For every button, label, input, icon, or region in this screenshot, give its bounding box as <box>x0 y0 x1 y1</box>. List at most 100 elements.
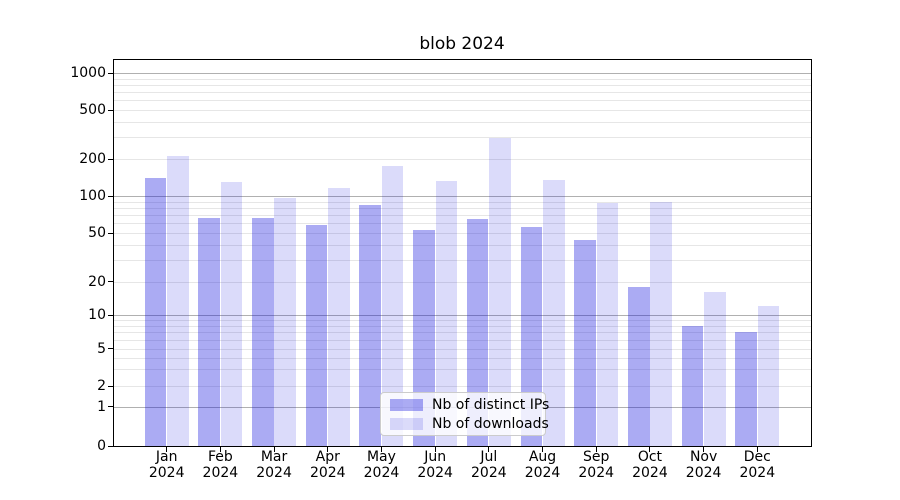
gridline-minor-3 <box>113 369 811 371</box>
bar-oct-distinct-ips <box>627 286 650 446</box>
bar-aug-distinct-ips <box>520 227 543 446</box>
y-tick-label-100: 100 <box>79 188 106 204</box>
x-tick-label-sep: Sep 2024 <box>578 449 615 481</box>
legend-item-distinct-ips: Nb of distinct IPs <box>390 397 549 413</box>
y-tick-200 <box>108 158 113 160</box>
chart-title: blob 2024 <box>419 34 505 54</box>
x-tick-label-jun: Jun 2024 <box>417 449 453 481</box>
y-tick-100 <box>108 195 113 197</box>
gridline-minor-700 <box>113 92 811 94</box>
bar-feb-distinct-ips <box>198 218 220 446</box>
gridline-minor-4 <box>113 357 811 359</box>
y-tick-label-50: 50 <box>88 225 106 242</box>
y-tick-10 <box>108 314 113 316</box>
x-tick-label-nov: Nov 2024 <box>685 449 722 481</box>
legend-swatch-distinct-ips <box>390 398 423 411</box>
x-tick-oct <box>649 447 651 452</box>
y-tick-label-10: 10 <box>88 307 106 323</box>
x-tick-dec <box>756 447 758 452</box>
x-tick-label-dec: Dec 2024 <box>739 449 776 481</box>
gridline-minor-800 <box>113 85 811 87</box>
legend: Nb of distinct IPs Nb of downloads <box>380 392 549 436</box>
bar-jul-distinct-ips <box>466 219 489 446</box>
gridline-minor-30 <box>113 260 811 262</box>
gridline-minor-70 <box>113 215 811 217</box>
y-tick-label-2: 2 <box>97 378 106 394</box>
x-tick-nov <box>703 447 705 452</box>
gridline-minor-40 <box>113 245 811 247</box>
gridline-minor-500 <box>113 110 811 111</box>
bar-aug-downloads <box>542 179 565 446</box>
y-tick-label-200: 200 <box>79 151 106 167</box>
gridline-minor-7 <box>113 332 811 334</box>
x-tick-mar <box>273 447 275 452</box>
gridline-minor-60 <box>113 223 811 225</box>
gridline-minor-600 <box>113 100 811 102</box>
x-tick-sep <box>595 447 597 452</box>
x-tick-label-oct: Oct 2024 <box>632 449 668 481</box>
y-tick-label-5: 5 <box>97 340 106 357</box>
y-tick-1 <box>108 406 113 407</box>
y-tick-500 <box>108 109 113 111</box>
legend-swatch-downloads <box>390 417 423 430</box>
x-tick-jun <box>434 447 436 452</box>
gridline-minor-50 <box>113 233 811 235</box>
bar-may-downloads <box>381 166 404 446</box>
gridline-minor-200 <box>113 159 811 160</box>
gridline-major-10 <box>113 315 811 316</box>
bar-mar-downloads <box>274 197 297 446</box>
gridline-minor-400 <box>113 121 811 123</box>
x-tick-label-aug: Aug 2024 <box>524 449 561 481</box>
x-tick-jan <box>166 447 168 452</box>
y-tick-label-0: 0 <box>97 438 106 454</box>
bar-jul-downloads <box>489 138 511 446</box>
bar-may-distinct-ips <box>359 205 382 446</box>
gridline-minor-90 <box>113 201 811 203</box>
plot-area <box>113 59 811 446</box>
legend-item-downloads: Nb of downloads <box>390 416 549 432</box>
bar-jun-downloads <box>435 180 458 446</box>
x-tick-label-mar: Mar 2024 <box>256 449 292 481</box>
y-tick-50 <box>108 232 113 234</box>
y-tick-5 <box>108 348 113 349</box>
legend-label-downloads: Nb of downloads <box>432 415 549 432</box>
bar-dec-distinct-ips <box>735 332 757 446</box>
x-tick-label-jan: Jan 2024 <box>148 449 185 481</box>
bar-sep-distinct-ips <box>574 240 596 446</box>
y-tick-1000 <box>108 72 113 74</box>
gridline-minor-5 <box>113 348 811 350</box>
x-tick-label-feb: Feb 2024 <box>202 449 239 481</box>
y-tick-20 <box>108 281 113 282</box>
gridline-minor-2 <box>113 386 811 387</box>
y-tick-label-1: 1 <box>97 398 106 415</box>
gridline-minor-80 <box>113 208 811 209</box>
x-tick-may <box>380 447 382 452</box>
y-tick-2 <box>108 385 113 387</box>
bar-apr-distinct-ips <box>305 225 328 446</box>
bar-jan-distinct-ips <box>144 178 167 446</box>
gridline-minor-8 <box>113 325 811 327</box>
x-tick-label-may: May 2024 <box>363 449 400 481</box>
gridline-major-1000 <box>113 73 811 75</box>
bar-nov-downloads <box>704 292 726 446</box>
bar-mar-distinct-ips <box>252 218 274 446</box>
bar-jan-downloads <box>167 156 189 446</box>
bar-feb-downloads <box>220 181 243 446</box>
gridline-minor-9 <box>113 320 811 322</box>
x-tick-apr <box>327 447 329 452</box>
gridline-minor-300 <box>113 137 811 139</box>
x-tick-jul <box>488 447 490 452</box>
gridline-minor-20 <box>113 281 811 283</box>
y-tick-0 <box>108 445 113 447</box>
bar-sep-downloads <box>596 202 619 446</box>
x-tick-feb <box>219 447 221 452</box>
gridline-minor-900 <box>113 78 811 80</box>
x-tick-aug <box>542 447 544 452</box>
y-tick-label-500: 500 <box>79 102 106 118</box>
bar-oct-downloads <box>650 202 672 446</box>
bar-nov-distinct-ips <box>681 325 704 446</box>
x-tick-label-apr: Apr 2024 <box>309 449 346 481</box>
